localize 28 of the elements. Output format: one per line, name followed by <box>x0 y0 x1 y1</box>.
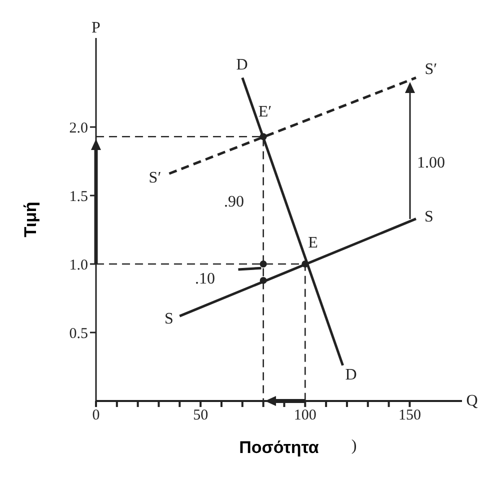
point <box>302 260 309 268</box>
annotation: S <box>164 310 174 328</box>
annotation: S <box>424 208 434 226</box>
y-tick-label: 0.5 <box>69 326 88 342</box>
x-tick-label: 100 <box>294 408 316 424</box>
x-tick-label: 150 <box>398 408 421 424</box>
y-tick-label: 2.0 <box>69 120 88 136</box>
point <box>260 260 267 268</box>
annotation: D <box>236 56 248 74</box>
annotation: E <box>308 234 318 252</box>
annotation: 1.00 <box>417 154 445 172</box>
y-tick-label: 1.5 <box>69 188 88 205</box>
point <box>260 133 267 140</box>
x-tick-label: 50 <box>193 408 208 424</box>
annotation: .10 <box>195 270 215 288</box>
text: P <box>92 20 101 36</box>
annotation: S′ <box>148 170 162 186</box>
annotation: S′ <box>424 61 438 78</box>
x-axis-title: Ποσότητα <box>239 438 320 458</box>
point <box>260 276 267 284</box>
annotation: .90 <box>224 194 244 210</box>
y-axis-title: Τιμή <box>21 202 40 238</box>
x-tick-label: 0 <box>92 408 100 424</box>
annotation: E′ <box>258 104 272 120</box>
text: Q <box>466 392 478 410</box>
y-tick-label: 1.0 <box>69 257 88 274</box>
annotation: D <box>345 366 357 384</box>
text: ) <box>351 438 357 454</box>
